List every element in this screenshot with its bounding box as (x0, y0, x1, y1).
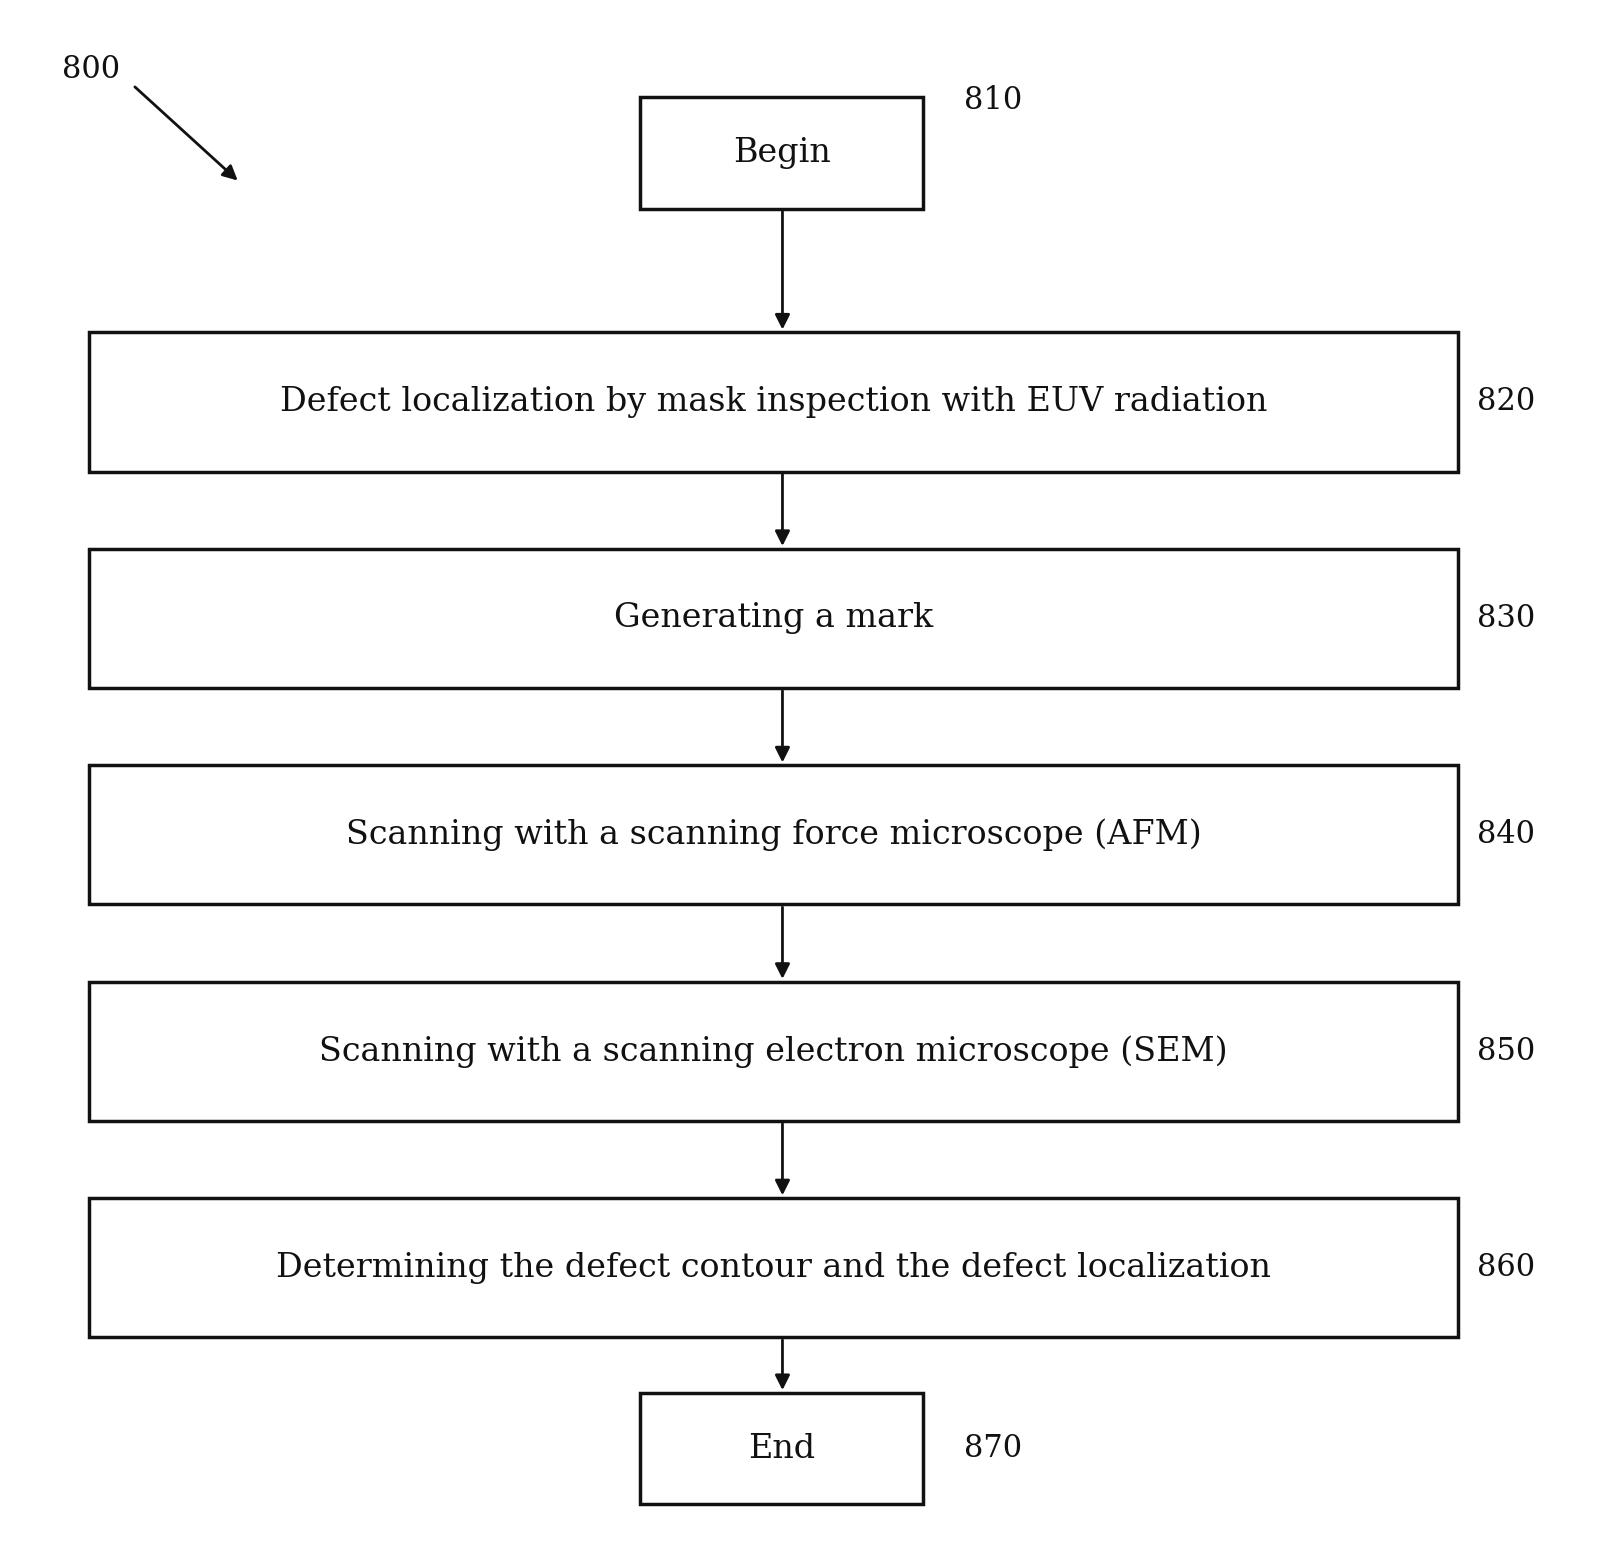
Bar (640, 97, 923, 209)
Text: 840: 840 (1477, 819, 1536, 850)
Text: Begin: Begin (732, 138, 831, 169)
Bar (89, 765, 1458, 904)
Text: End: End (748, 1433, 815, 1464)
Text: Determining the defect contour and the defect localization: Determining the defect contour and the d… (275, 1252, 1272, 1283)
Bar (640, 1393, 923, 1504)
Text: Defect localization by mask inspection with EUV radiation: Defect localization by mask inspection w… (280, 386, 1267, 417)
Text: 870: 870 (964, 1433, 1022, 1464)
Text: 820: 820 (1477, 386, 1536, 417)
Text: Scanning with a scanning electron microscope (SEM): Scanning with a scanning electron micros… (319, 1034, 1228, 1068)
Text: Generating a mark: Generating a mark (614, 603, 933, 634)
Bar (89, 332, 1458, 472)
Text: 800: 800 (62, 54, 120, 85)
Bar (89, 982, 1458, 1121)
Text: Scanning with a scanning force microscope (AFM): Scanning with a scanning force microscop… (345, 818, 1202, 852)
Bar (89, 1198, 1458, 1337)
Text: 810: 810 (964, 85, 1022, 116)
Text: 860: 860 (1477, 1252, 1536, 1283)
Bar (89, 549, 1458, 688)
Text: 850: 850 (1477, 1036, 1536, 1067)
Text: 830: 830 (1477, 603, 1536, 634)
